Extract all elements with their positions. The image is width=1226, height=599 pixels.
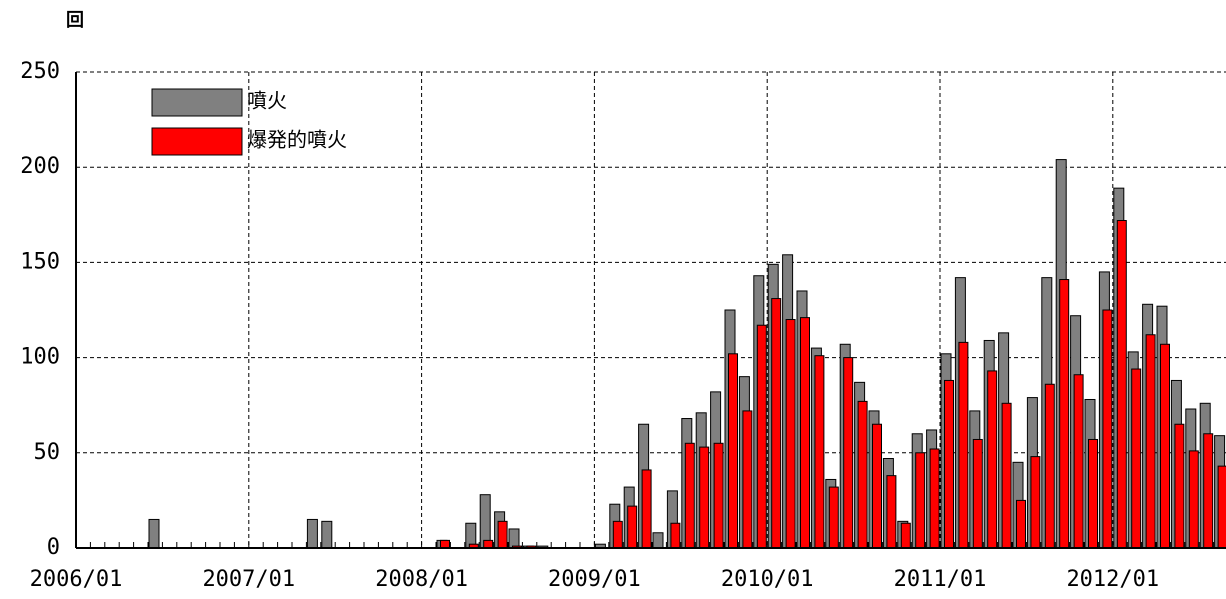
bar xyxy=(857,400,868,549)
bar xyxy=(1001,402,1012,549)
bar xyxy=(699,446,710,549)
x-tick-label: 2011/01 xyxy=(894,567,987,592)
bar xyxy=(915,452,926,549)
bar xyxy=(1160,343,1170,549)
x-tick-label: 2007/01 xyxy=(202,567,295,592)
bar xyxy=(1116,220,1127,549)
bar xyxy=(1102,309,1113,549)
bar xyxy=(1059,279,1070,549)
bar xyxy=(713,442,724,549)
legend-swatch xyxy=(151,127,243,156)
x-tick-label: 2012/01 xyxy=(1066,567,1159,592)
y-tick-label: 50 xyxy=(34,440,61,465)
bar xyxy=(148,518,160,549)
bar xyxy=(1174,423,1185,549)
y-tick-label: 100 xyxy=(20,345,60,370)
bar xyxy=(652,532,664,549)
bar xyxy=(843,357,854,549)
bar xyxy=(1188,450,1199,549)
x-tick-label: 2008/01 xyxy=(375,567,468,592)
legend-label: 爆発的噴火 xyxy=(247,128,347,152)
x-tick-label: 2009/01 xyxy=(548,567,641,592)
bar xyxy=(1217,465,1226,549)
bar xyxy=(944,379,954,549)
bar xyxy=(641,469,652,549)
bar xyxy=(814,355,825,549)
bar xyxy=(872,423,882,549)
bar xyxy=(742,410,753,549)
x-tick-label: 2006/01 xyxy=(30,567,123,592)
bar xyxy=(886,475,897,549)
bar xyxy=(728,353,738,549)
bar xyxy=(1088,438,1098,549)
y-axis-label: 回 xyxy=(66,10,84,31)
bar xyxy=(800,317,810,549)
y-tick-label: 250 xyxy=(20,59,60,84)
bar xyxy=(508,528,520,549)
y-tick-label: 150 xyxy=(20,249,60,274)
bar xyxy=(670,522,681,549)
bar xyxy=(1145,334,1156,549)
bar xyxy=(1203,433,1214,549)
bar xyxy=(1131,368,1142,549)
bar xyxy=(483,539,494,549)
bar xyxy=(987,370,998,549)
bar xyxy=(771,298,782,549)
bar xyxy=(321,520,333,549)
bar xyxy=(972,438,983,549)
bar xyxy=(828,486,839,549)
y-tick-label: 200 xyxy=(20,154,60,179)
legend-swatch xyxy=(151,88,243,117)
bar xyxy=(497,520,508,549)
bar xyxy=(1073,374,1084,549)
bar xyxy=(1030,456,1041,549)
bar xyxy=(756,324,767,549)
bar xyxy=(440,539,450,549)
bar xyxy=(1016,499,1026,549)
bar xyxy=(958,341,969,549)
bar xyxy=(684,442,695,549)
bar xyxy=(900,522,911,549)
bar xyxy=(785,319,796,549)
bar xyxy=(612,520,623,549)
bar xyxy=(929,448,940,549)
x-tick-label: 2010/01 xyxy=(721,567,814,592)
bar xyxy=(306,518,318,549)
legend-label: 噴火 xyxy=(247,89,287,113)
bar xyxy=(1044,383,1055,549)
y-tick-label: 0 xyxy=(47,535,60,560)
bar xyxy=(627,505,638,549)
